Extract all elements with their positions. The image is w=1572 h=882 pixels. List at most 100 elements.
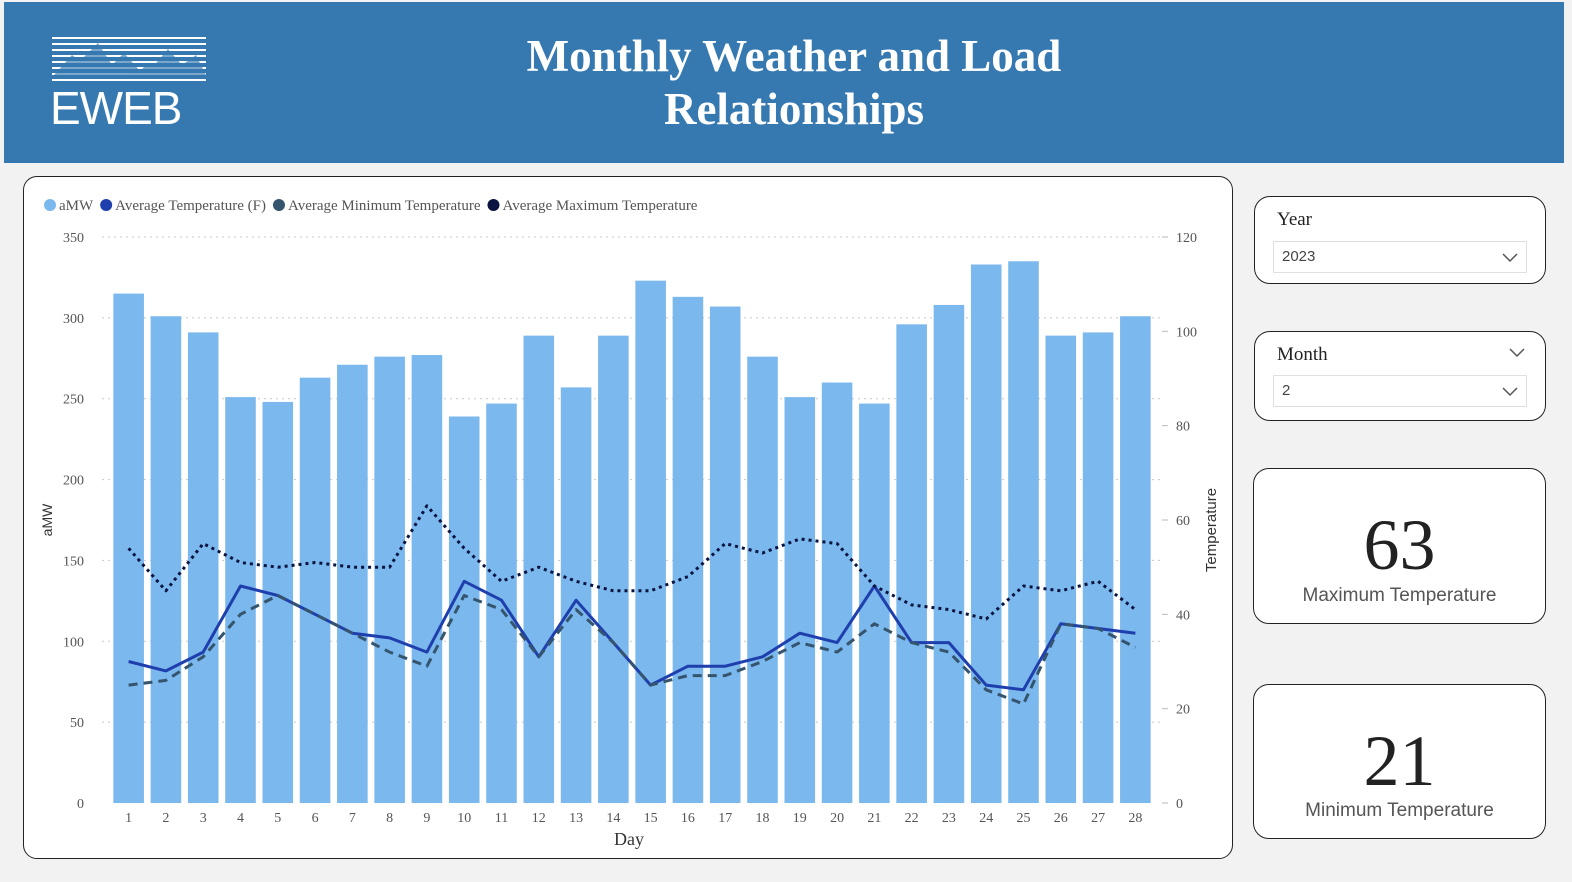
y2-tick-label: 20	[1176, 703, 1190, 718]
x-tick-label: 1	[125, 811, 132, 826]
x-tick-label: 8	[386, 811, 393, 826]
x-tick-label: 27	[1091, 811, 1105, 826]
combo-chart-card: 0 50 100 150 200 250 300 350 0 20 40 60 80 100 120 1 2 3 4…	[23, 176, 1233, 859]
y-axis-title: aMW	[39, 503, 55, 536]
y-tick-label: 250	[63, 393, 84, 408]
bar	[150, 316, 182, 803]
year-slicer[interactable]: Year 2023	[1254, 196, 1546, 284]
bar	[374, 356, 405, 803]
x-tick-label: 23	[942, 811, 956, 826]
x-tick-label: 7	[349, 811, 356, 826]
x-tick-label: 21	[867, 811, 881, 826]
x-tick-label: 5	[274, 811, 281, 826]
y2-tick-label: 80	[1176, 420, 1190, 435]
bar	[448, 416, 480, 803]
bar	[747, 356, 778, 803]
eweb-logo: EWEB	[50, 35, 210, 135]
bar	[262, 401, 294, 803]
x-tick-label: 26	[1054, 811, 1068, 826]
y2-tick-label: 120	[1176, 231, 1197, 246]
x-tick-label: 19	[793, 811, 807, 826]
x-tick-label: 6	[312, 811, 319, 826]
y-tick-label: 350	[63, 231, 84, 246]
x-tick-label: 16	[681, 811, 695, 826]
legend-marker	[272, 199, 285, 211]
series-line	[127, 504, 1137, 621]
year-dropdown[interactable]: 2023	[1273, 241, 1527, 273]
x-tick-label: 3	[200, 811, 207, 826]
y-tick-label: 300	[63, 312, 84, 327]
legend-marker	[487, 199, 500, 211]
x-tick-label: 10	[457, 811, 471, 826]
legend-label: Average Temperature (F)	[115, 198, 266, 214]
month-slicer-label: Month	[1277, 344, 1328, 365]
title-line-1: Monthly Weather and Load	[526, 31, 1062, 81]
legend-label: Average Maximum Temperature	[502, 198, 697, 214]
bar	[970, 264, 1002, 803]
bar	[187, 332, 219, 803]
bar	[821, 382, 853, 803]
x-tick-label: 11	[495, 811, 508, 826]
year-slicer-label: Year	[1277, 209, 1313, 230]
y-tick-label: 100	[63, 635, 84, 650]
x-tick-label: 18	[756, 811, 770, 826]
month-dropdown-value: 2	[1282, 382, 1291, 399]
chevron-down-icon[interactable]	[1502, 253, 1518, 263]
bar	[709, 306, 741, 803]
bar	[486, 403, 517, 803]
y-tick-label: 150	[63, 554, 84, 569]
header-banner: EWEB Monthly Weather and Load Relationsh…	[4, 2, 1564, 163]
x-tick-label: 13	[569, 811, 583, 826]
bar	[598, 335, 629, 803]
bar	[560, 387, 592, 803]
bar	[1045, 335, 1077, 803]
max-temperature-card: 63 Maximum Temperature	[1253, 468, 1546, 624]
month-slicer[interactable]: Month 2	[1254, 331, 1546, 421]
y2-tick-label: 100	[1176, 325, 1197, 340]
bar	[896, 324, 927, 803]
bar	[933, 304, 965, 803]
x-tick-label: 22	[905, 811, 919, 826]
x-tick-label: 24	[979, 811, 993, 826]
y2-tick-label: 0	[1176, 797, 1183, 812]
bar	[635, 280, 666, 803]
y-tick-label: 50	[70, 716, 84, 731]
month-dropdown[interactable]: 2	[1273, 375, 1527, 407]
bar	[225, 397, 256, 803]
legend-label: Average Minimum Temperature	[288, 198, 481, 214]
x-tick-label: 25	[1017, 811, 1031, 826]
min-temperature-card: 21 Minimum Temperature	[1253, 684, 1546, 839]
bar	[299, 377, 331, 803]
year-dropdown-value: 2023	[1282, 248, 1316, 265]
max-temperature-value: 63	[1363, 505, 1436, 585]
y2-tick-label: 40	[1176, 608, 1190, 623]
min-temperature-value: 21	[1363, 721, 1436, 801]
y2-tick-label: 60	[1176, 514, 1190, 529]
bar	[523, 335, 555, 803]
page-title: Monthly Weather and Load Relationships	[434, 30, 1154, 136]
x-tick-label: 15	[644, 811, 658, 826]
bar	[784, 397, 816, 803]
x-tick-label: 4	[237, 811, 244, 826]
legend-marker	[44, 199, 56, 211]
min-temperature-label: Minimum Temperature	[1305, 800, 1494, 821]
title-line-2: Relationships	[663, 84, 925, 134]
x-axis-title: Day	[614, 829, 644, 849]
bar	[411, 355, 443, 803]
x-tick-label: 2	[162, 811, 169, 826]
mountain-logo-icon	[52, 37, 206, 81]
bar	[672, 296, 704, 803]
x-tick-label: 28	[1128, 811, 1142, 826]
chevron-down-icon[interactable]	[1502, 387, 1518, 397]
x-tick-label: 17	[718, 811, 732, 826]
x-tick-label: 12	[532, 811, 546, 826]
legend-marker	[100, 199, 113, 211]
series-line	[128, 594, 1137, 706]
x-tick-label: 9	[423, 811, 430, 826]
bar	[1120, 316, 1151, 803]
bar	[1082, 332, 1114, 803]
chevron-down-icon[interactable]	[1509, 348, 1525, 358]
y-tick-label: 0	[77, 797, 84, 812]
max-temperature-label: Maximum Temperature	[1302, 585, 1497, 606]
